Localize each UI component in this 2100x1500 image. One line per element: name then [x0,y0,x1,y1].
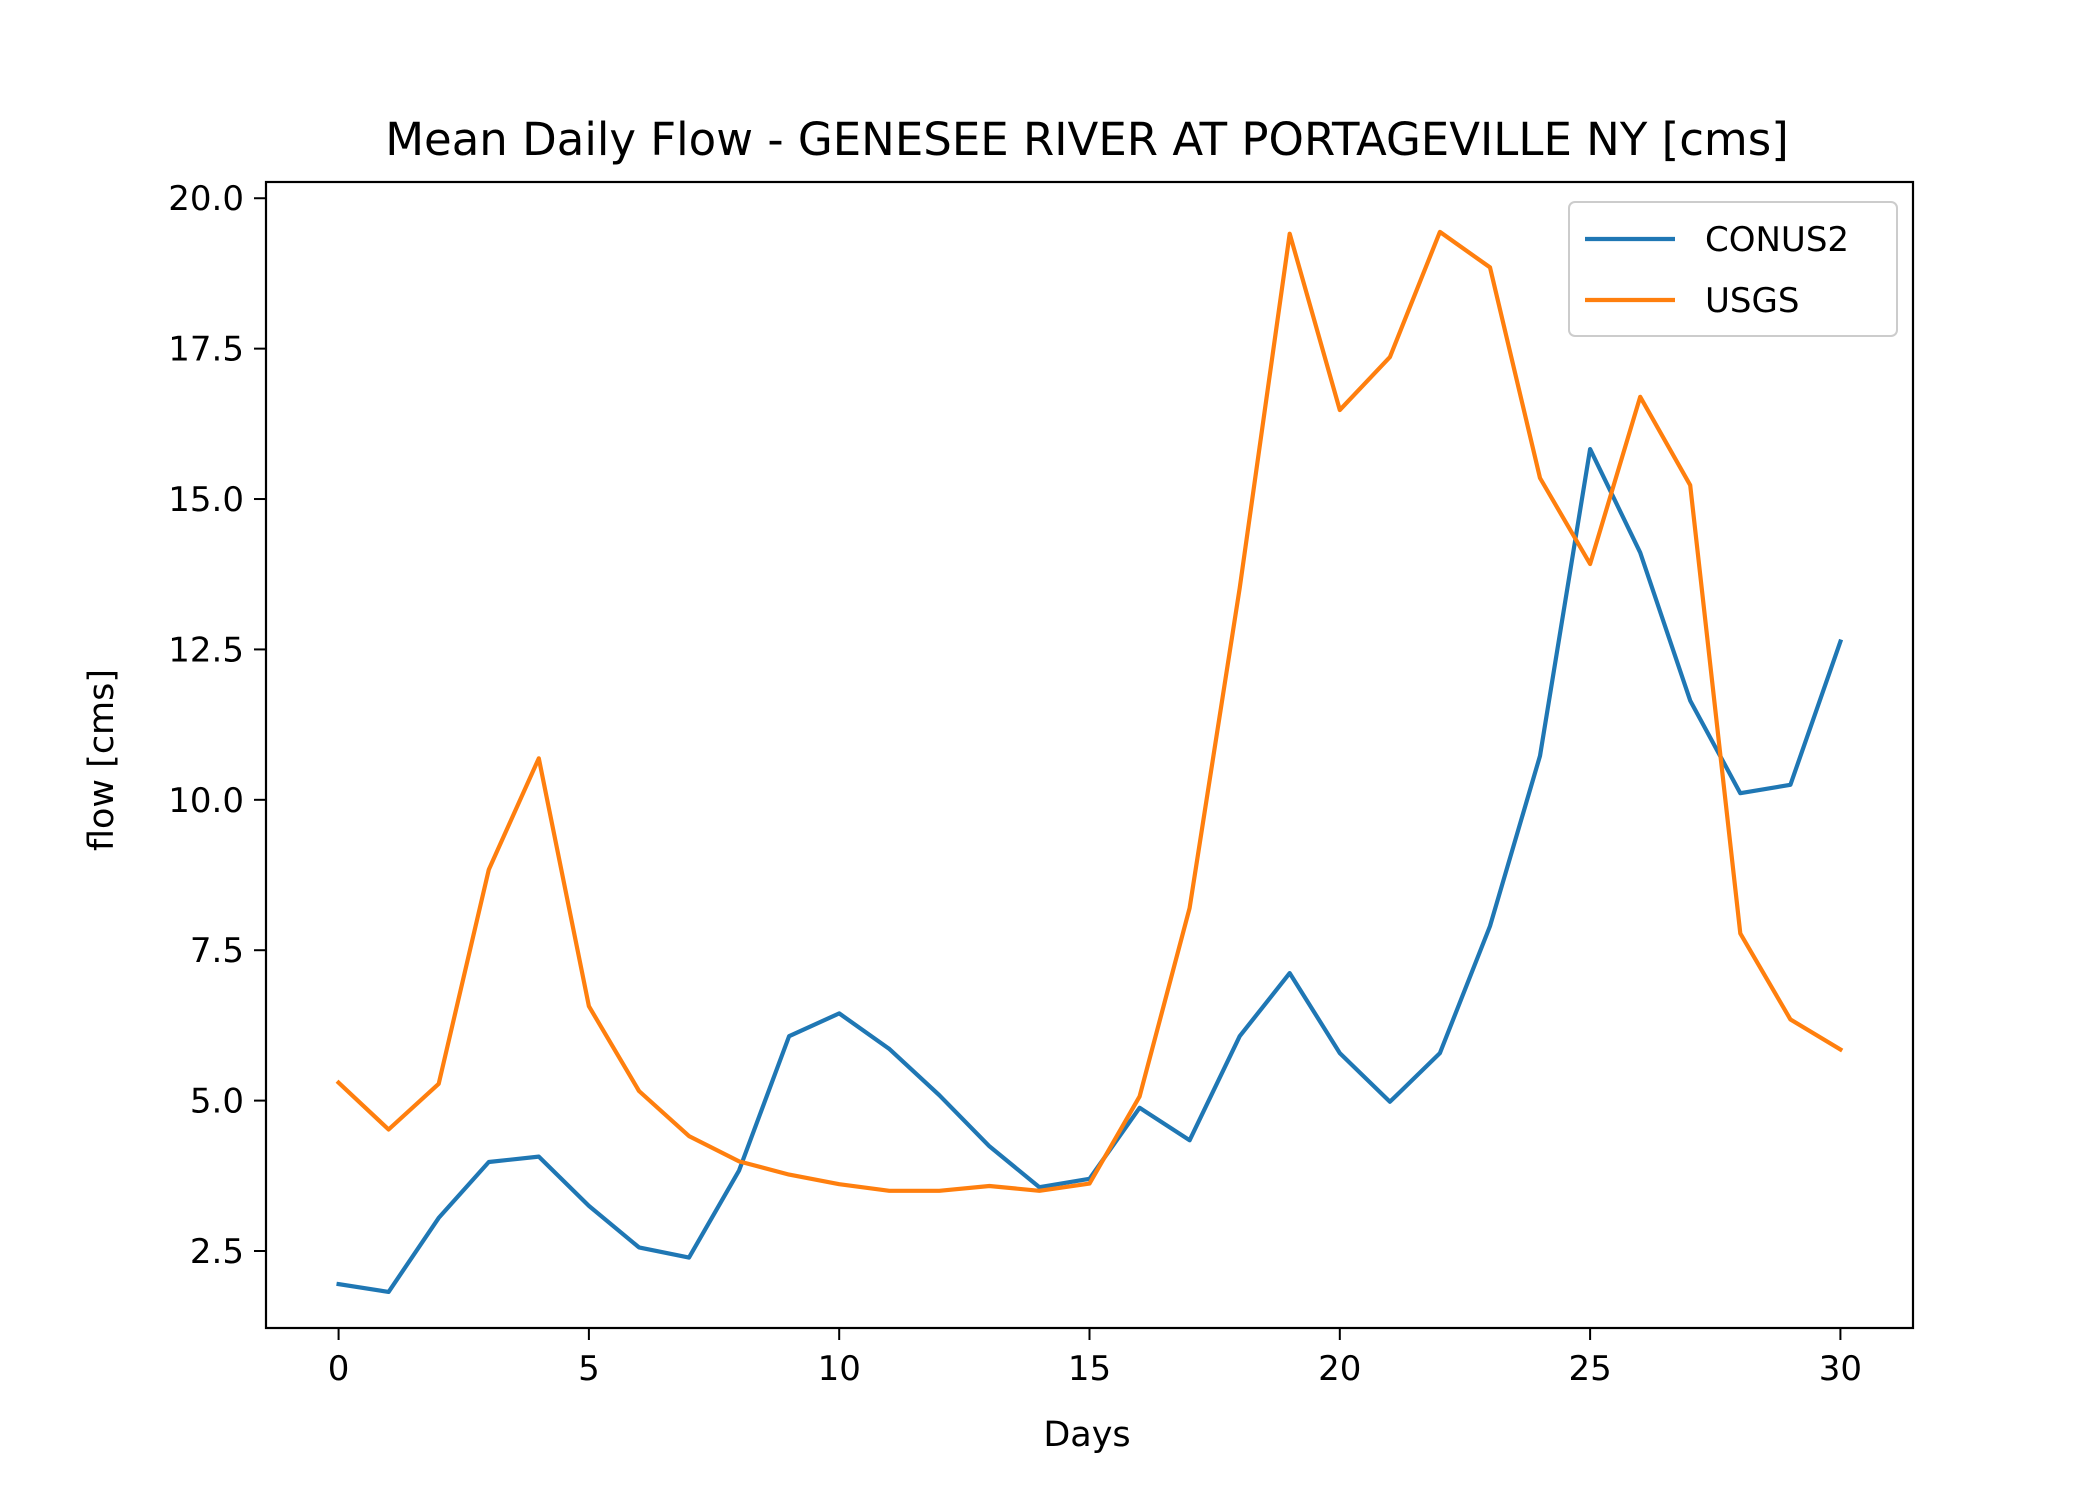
x-tick-label: 10 [818,1349,861,1389]
series-layer [335,229,1844,1295]
y-axis: 2.5 5.0 7.5 10.0 12.5 15.0 17.5 20.0 [168,179,266,1272]
legend: CONUS2 USGS [1568,201,1898,337]
plot-background [266,182,1913,1328]
y-tick-label: 7.5 [190,931,244,971]
legend-label-usgs: USGS [1705,281,1799,321]
legend-label-conus2: CONUS2 [1705,220,1849,260]
y-axis-label: flow [cms] [82,669,122,851]
x-axis-label: Days [1043,1415,1130,1455]
y-tick-label: 5.0 [190,1082,244,1122]
series-line-conus2 [336,447,1844,1295]
y-tick-label: 12.5 [168,630,244,670]
x-tick-label: 15 [1068,1349,1111,1389]
y-tick-label: 15.0 [168,480,244,520]
plot-area [264,180,1915,1330]
x-tick-label: 20 [1318,1349,1361,1389]
y-tick-label: 2.5 [190,1232,244,1272]
x-tick-label: 0 [328,1349,350,1389]
series-line-usgs [335,229,1844,1193]
y-tick-label: 17.5 [168,330,244,370]
x-axis: 0 5 10 15 20 25 30 [328,1328,1862,1389]
chart-title: Mean Daily Flow - GENESEE RIVER AT PORTA… [385,113,1789,166]
legend-box [1568,201,1898,337]
x-tick-label: 25 [1568,1349,1611,1389]
y-tick-label: 10.0 [168,781,244,821]
x-tick-label: 5 [578,1349,600,1389]
x-tick-label: 30 [1819,1349,1862,1389]
y-tick-label: 20.0 [168,179,244,219]
